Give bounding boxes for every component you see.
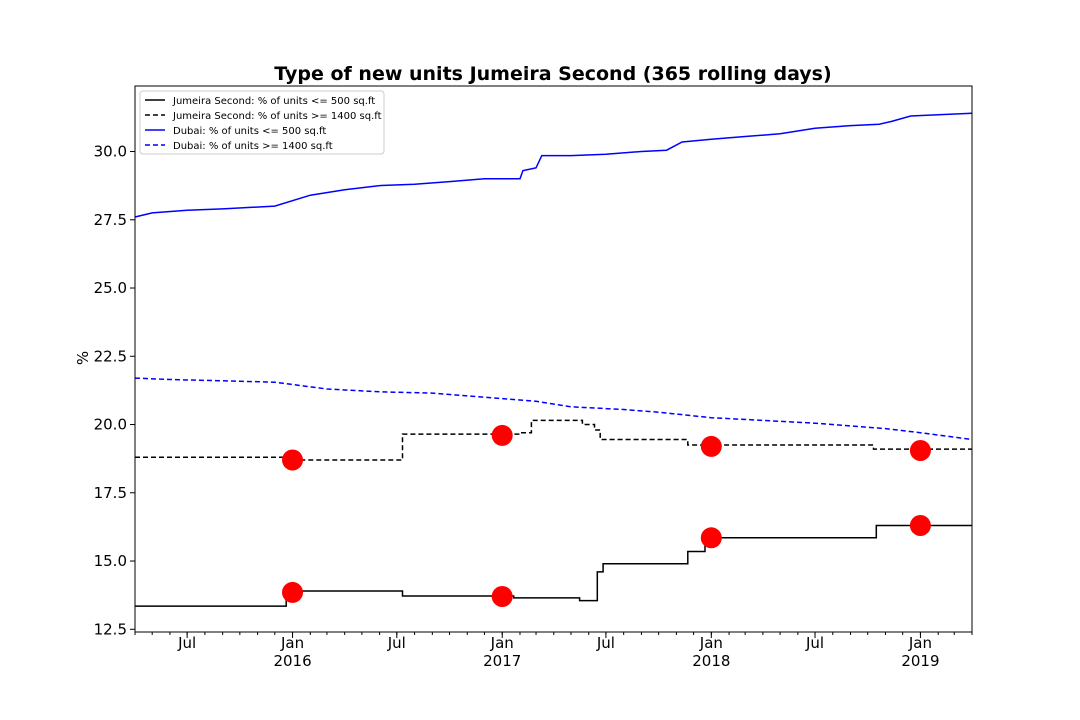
series-line-3: [134, 112, 973, 218]
legend-label-1: Jumeira Second: % of units <= 500 sq.ft: [172, 96, 375, 107]
marker-point-1: [282, 449, 303, 471]
x-tick-label: Jan: [908, 634, 932, 652]
y-tick-label: 15.0: [94, 552, 127, 570]
x-tick-year-label: 2019: [901, 652, 939, 670]
legend-label-3: Dubai: % of units <= 500 sq.ft: [173, 126, 326, 137]
y-tick-label: 25.0: [94, 279, 127, 297]
legend: Jumeira Second: % of units <= 500 sq.ft J…: [139, 90, 385, 155]
x-tick-year-label: 2017: [483, 652, 521, 670]
series-line-1: [135, 524, 972, 607]
plot-lines: [134, 112, 973, 607]
y-tick-label: 12.5: [94, 620, 127, 638]
legend-box: [139, 90, 385, 155]
marker-point-6: [700, 527, 722, 549]
y-tick-label: 17.5: [94, 484, 127, 502]
x-tick-label: Jul: [596, 634, 615, 652]
marker-point-3: [491, 424, 513, 446]
series-line-2: [135, 419, 972, 461]
y-tick-label: 20.0: [94, 416, 127, 434]
y-tick-label: 22.5: [94, 347, 127, 365]
y-axis-ticks: 12.5 15.0 17.5 20.0 22.5 25.0 27.5 30.0: [94, 143, 135, 638]
x-tick-label: Jan: [280, 634, 304, 652]
x-tick-label: Jan: [699, 634, 723, 652]
x-tick-year-label: 2018: [692, 652, 730, 670]
x-tick-year-label: 2016: [273, 652, 311, 670]
legend-label-2: Jumeira Second: % of units >= 1400 sq.ft: [172, 111, 382, 122]
marker-point-8: [909, 515, 931, 536]
x-tick-label: Jan: [490, 634, 514, 652]
y-axis-label: %: [74, 351, 92, 365]
x-tick-label: Jul: [805, 634, 824, 652]
chart-title: Type of new units Jumeira Second (365 ro…: [274, 63, 831, 85]
plot-frame: [134, 85, 973, 633]
x-tick-label: Jul: [387, 634, 406, 652]
legend-label-4: Dubai: % of units >= 1400 sq.ft: [173, 141, 333, 152]
plot-markers: [282, 424, 931, 607]
series-line-4: [134, 377, 973, 441]
x-tick-label: Jul: [177, 634, 196, 652]
y-tick-label: 30.0: [94, 143, 127, 161]
y-tick-label: 27.5: [94, 211, 127, 229]
marker-point-2: [282, 581, 303, 603]
marker-point-7: [909, 440, 931, 461]
marker-point-4: [491, 586, 513, 607]
marker-point-5: [700, 435, 722, 457]
